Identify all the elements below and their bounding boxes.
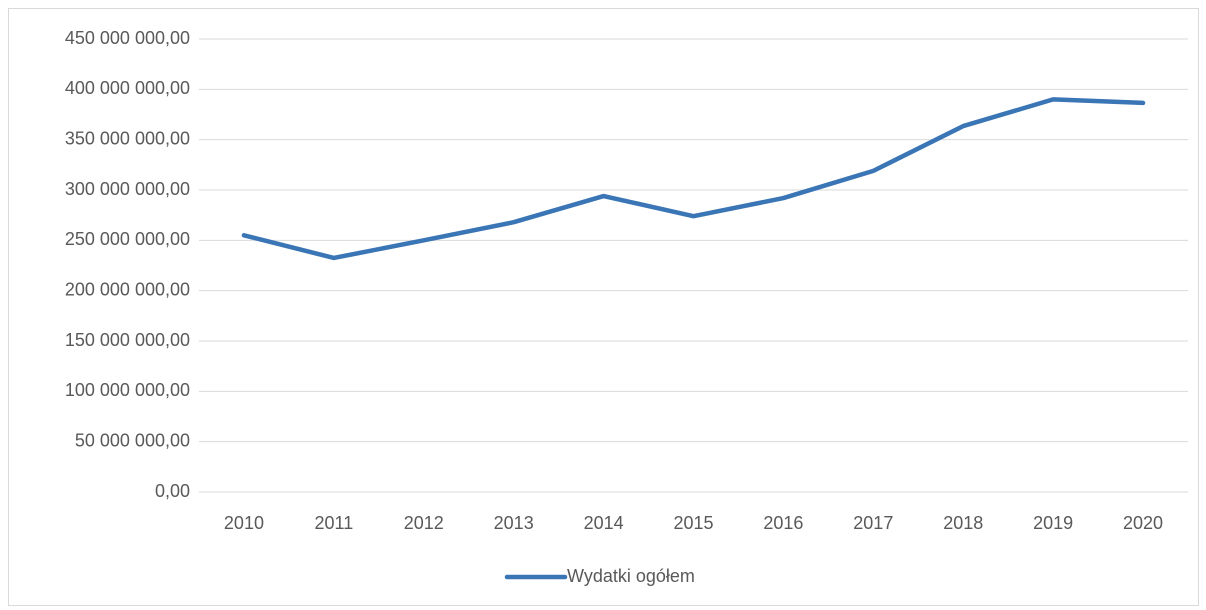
x-tick-label: 2010 [224,513,264,533]
y-tick-label: 250 000 000,00 [65,229,190,249]
x-tick-label: 2012 [404,513,444,533]
y-tick-label: 150 000 000,00 [65,330,190,350]
x-tick-label: 2016 [763,513,803,533]
x-tick-label: 2015 [673,513,713,533]
x-tick-label: 2020 [1123,513,1163,533]
y-tick-label: 0,00 [155,481,190,501]
chart-border [8,8,1199,606]
y-tick-label: 400 000 000,00 [65,78,190,98]
y-tick-label: 350 000 000,00 [65,128,190,148]
y-tick-label: 200 000 000,00 [65,279,190,299]
x-tick-label: 2019 [1033,513,1073,533]
y-tick-label: 450 000 000,00 [65,28,190,48]
data-line [241,97,1146,261]
x-tick-label: 2013 [494,513,534,533]
x-tick-label: 2014 [584,513,624,533]
y-tick-label: 100 000 000,00 [65,380,190,400]
x-tick-label: 2018 [943,513,983,533]
x-tick-label: 2017 [853,513,893,533]
y-tick-label: 300 000 000,00 [65,179,190,199]
x-tick-label: 2011 [315,513,354,533]
y-tick-label: 50 000 000,00 [75,430,190,450]
legend-label: Wydatki ogółem [567,566,695,586]
